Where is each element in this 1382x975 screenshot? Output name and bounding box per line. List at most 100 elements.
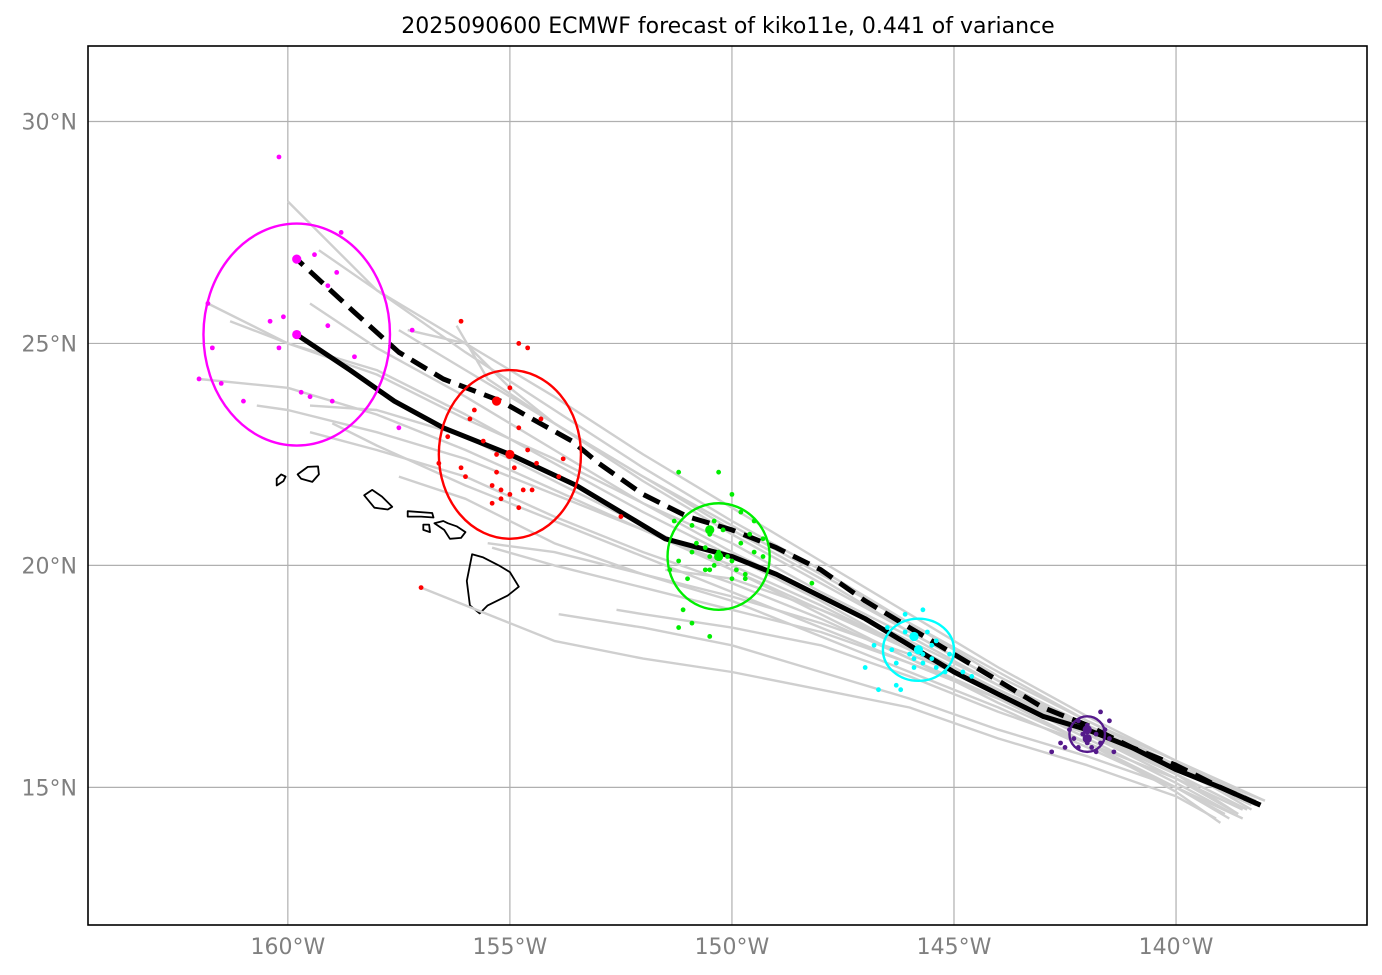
- track-position-marker: [913, 645, 924, 655]
- spread-ellipses: [202, 222, 1107, 754]
- member-position-dot: [276, 345, 282, 351]
- track-position-marker: [909, 631, 919, 642]
- member-position-dot: [556, 474, 562, 480]
- member-position-dot: [1062, 745, 1068, 750]
- member-position-dot: [911, 665, 917, 670]
- member-position-dot: [742, 571, 748, 577]
- member-position-dot: [209, 345, 215, 351]
- member-position-dot: [876, 687, 881, 693]
- spread-ellipse: [666, 502, 771, 612]
- spread-ellipse: [437, 368, 583, 540]
- member-position-dot: [738, 509, 744, 515]
- graticule-grid: [88, 46, 1367, 925]
- track-position-marker: [292, 329, 302, 340]
- member-position-dot: [809, 580, 815, 586]
- ensemble-member-track: [616, 608, 1244, 811]
- member-position-dot: [893, 660, 899, 666]
- member-position-dot: [729, 491, 735, 497]
- track-position-marker: [1082, 725, 1092, 735]
- member-position-dot: [960, 669, 966, 675]
- member-position-dot: [471, 407, 477, 413]
- member-position-dot: [707, 634, 713, 639]
- member-position-dot: [338, 230, 344, 235]
- member-position-dot: [525, 345, 531, 351]
- member-position-dot: [516, 341, 522, 346]
- map-frame: [87, 45, 1368, 926]
- member-position-dot: [1093, 731, 1099, 737]
- island-coastline: [406, 510, 435, 519]
- lat-tick-label: 15°N: [22, 776, 77, 801]
- track-position-marker: [705, 525, 715, 535]
- track-position-marker: [491, 396, 502, 406]
- hawaii-coastlines: [275, 465, 520, 615]
- plot-area: [196, 154, 1266, 824]
- lon-tick-label: 160°W: [250, 935, 325, 960]
- member-position-dot: [325, 283, 331, 289]
- member-position-dot: [862, 665, 868, 670]
- member-position-dot: [733, 567, 739, 573]
- member-position-dot: [871, 642, 877, 648]
- member-position-dot: [196, 376, 202, 382]
- member-position-dot: [1089, 745, 1095, 750]
- ensemble-member-track: [398, 329, 1253, 811]
- axis-tick-labels: 160°W 155°W 150°W 145°W 140°W 30°N 25°N 20°N 15°…: [22, 110, 1214, 960]
- member-position-dot: [1107, 736, 1112, 741]
- spread-ellipse: [881, 617, 956, 683]
- member-position-dot: [742, 576, 748, 582]
- member-position-dot: [498, 496, 504, 502]
- island-coastline: [296, 465, 320, 483]
- member-position-dot: [689, 620, 695, 626]
- member-position-dot: [498, 487, 504, 493]
- member-position-dot: [1098, 709, 1103, 715]
- member-position-dot: [933, 638, 939, 644]
- member-position-dot: [929, 656, 935, 662]
- track-position-marker: [505, 449, 515, 460]
- member-position-dot: [480, 438, 486, 444]
- member-position-dot: [671, 518, 677, 524]
- member-position-dot: [1107, 718, 1112, 724]
- member-position-dot: [711, 563, 717, 568]
- member-position-dot: [458, 465, 464, 471]
- lon-tick-label: 155°W: [473, 935, 548, 960]
- track-position-marker: [292, 254, 302, 264]
- member-position-dot: [418, 585, 424, 591]
- ensemble-member-track: [491, 546, 1253, 807]
- member-position-dot: [729, 576, 735, 582]
- member-position-dot: [489, 500, 495, 506]
- member-position-dot: [902, 629, 908, 635]
- ensemble-member-track: [331, 422, 1257, 807]
- member-position-dot: [685, 576, 690, 582]
- member-position-dot: [933, 665, 939, 670]
- member-position-dot: [276, 154, 282, 160]
- member-position-dot: [689, 549, 695, 555]
- member-position-dot: [707, 554, 713, 559]
- member-position-dot: [884, 625, 890, 630]
- member-position-dot: [458, 318, 464, 324]
- member-position-dot: [329, 398, 335, 404]
- member-position-dot: [702, 545, 708, 551]
- track-position-marker: [714, 551, 724, 562]
- member-position-dot: [911, 656, 917, 662]
- member-position-dot: [898, 687, 904, 693]
- lon-tick-label: 145°W: [917, 935, 992, 960]
- member-position-dot: [516, 425, 522, 431]
- member-position-dot: [929, 642, 935, 648]
- member-position-dot: [516, 505, 522, 511]
- member-position-dot: [729, 558, 735, 564]
- ensemble-member-track: [558, 613, 1226, 816]
- member-position-dot: [507, 491, 513, 497]
- lat-tick-label: 25°N: [22, 332, 77, 357]
- member-position-dot: [534, 460, 539, 466]
- track-position-marker: [1082, 733, 1092, 744]
- lat-tick-label: 20°N: [22, 554, 77, 579]
- member-position-dot: [920, 607, 926, 613]
- member-position-dot: [538, 416, 544, 422]
- member-position-dot: [716, 469, 722, 475]
- member-position-dot: [511, 465, 517, 471]
- member-position-dot: [529, 487, 535, 493]
- spread-ellipse: [202, 222, 392, 447]
- main-tracks: [295, 257, 1262, 808]
- member-position-dot: [312, 252, 317, 258]
- member-position-dot: [396, 425, 402, 431]
- member-position-dot: [494, 452, 499, 457]
